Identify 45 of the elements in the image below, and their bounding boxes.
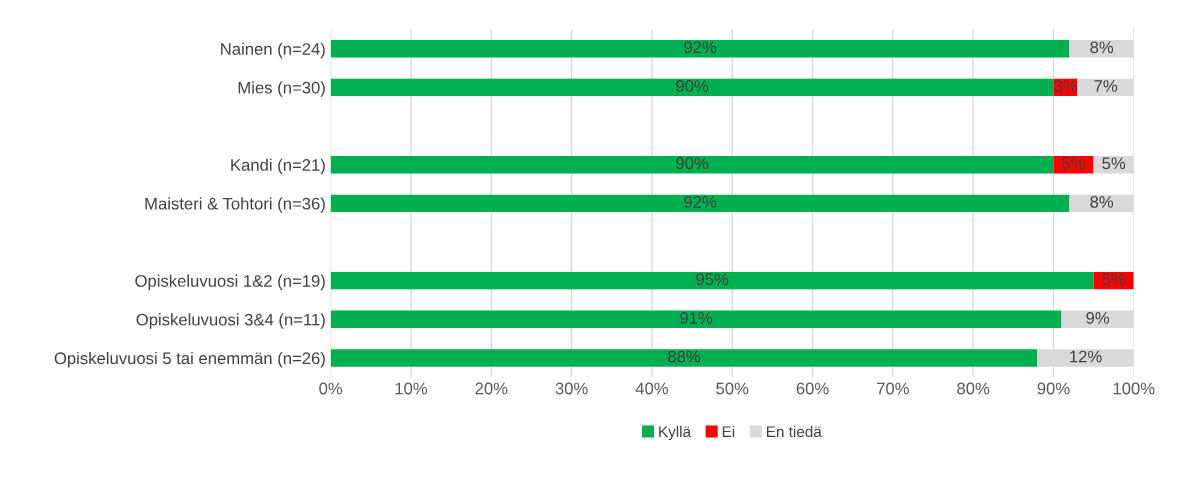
data-label: 8%	[1090, 196, 1114, 208]
data-label: 8%	[1090, 41, 1114, 54]
bar	[330, 194, 1070, 213]
data-label: 92%	[684, 41, 717, 54]
y-tick-label: Nainen (n=24)	[221, 42, 325, 59]
x-tick-label: 70%	[877, 382, 909, 395]
x-tick-label: 20%	[475, 382, 508, 395]
bar	[330, 40, 1070, 58]
y-tick-label: Maisteri & Tohtori (n=36)	[145, 197, 325, 213]
bar	[330, 156, 1054, 174]
data-label: 5%	[1102, 273, 1126, 286]
data-label: 3%	[1054, 80, 1077, 92]
x-tick-label: 40%	[635, 382, 668, 395]
data-label: 88%	[668, 350, 701, 363]
x-tick-label: 60%	[796, 382, 829, 395]
y-tick-label: Opiskeluvuosi 1&2 (n=19)	[135, 274, 325, 291]
bar	[1061, 310, 1134, 329]
x-tick-label: 50%	[716, 382, 749, 395]
y-tick-label: Kandi (n=21)	[231, 158, 325, 175]
bar	[330, 271, 1094, 290]
data-label: 9%	[1086, 311, 1110, 324]
bar	[330, 78, 1054, 97]
x-tick-label: 10%	[395, 382, 428, 395]
x-tick-label: 0%	[319, 382, 343, 395]
legend-label: En tiedä	[766, 425, 822, 438]
data-label: 92%	[684, 196, 717, 208]
x-tick-label: 90%	[1037, 382, 1070, 395]
x-tick-label: 100%	[1113, 382, 1155, 395]
y-tick-label: Mies (n=30)	[238, 81, 325, 97]
data-label: 95%	[696, 273, 729, 286]
data-label: 5%	[1062, 157, 1085, 170]
data-label: 90%	[676, 80, 709, 92]
legend-label: Kyllä	[659, 425, 692, 441]
legend-label: Ei	[722, 425, 735, 437]
data-label: 91%	[680, 311, 713, 324]
y-tick-label: Opiskeluvuosi 5 tai enemmän (n=26)	[54, 351, 325, 368]
bar	[330, 349, 1038, 367]
bar	[330, 310, 1062, 329]
data-label: 12%	[1070, 350, 1102, 363]
data-label: 7%	[1094, 80, 1118, 92]
y-tick-label: Opiskeluvuosi 3&4 (n=11)	[136, 313, 325, 329]
x-tick-label: 30%	[555, 382, 588, 395]
x-tick-label: 80%	[957, 382, 990, 395]
data-label: 90%	[676, 157, 709, 170]
data-label: 5%	[1102, 157, 1126, 170]
